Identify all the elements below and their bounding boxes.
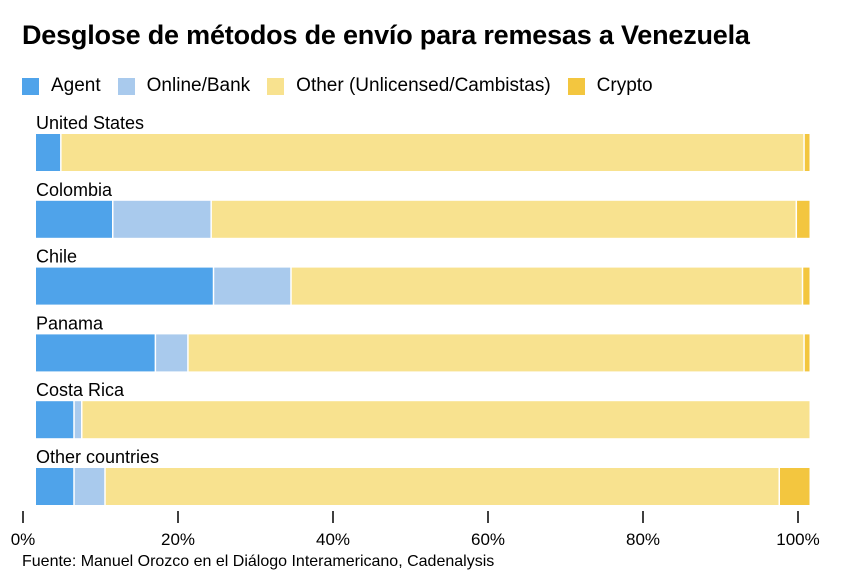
bar-costa-rica-other: [82, 401, 810, 439]
legend-swatch-agent: [22, 77, 39, 95]
x-tick-label-0: 0%: [11, 530, 36, 549]
x-tick-label-60: 60%: [471, 530, 505, 549]
category-label-other-countries: Other countries: [36, 447, 159, 467]
bar-colombia-agent: [36, 200, 112, 238]
category-label-chile: Chile: [36, 247, 77, 267]
legend-item-online-bank: Online/Bank: [117, 75, 251, 97]
bar-united-states-other: [61, 134, 804, 171]
chart-title: Desglose de métodos de envío para remesa…: [22, 20, 750, 50]
legend-swatch-online-bank: [117, 77, 135, 95]
bar-panama-other: [188, 334, 804, 372]
legend: Agent Online/Bank Other (Unlicensed/Camb…: [22, 75, 670, 97]
bar-other-countries-online-bank: [74, 468, 105, 505]
bar-chile-agent: [36, 267, 213, 305]
x-tick-label-80: 80%: [626, 530, 660, 549]
legend-item-other: Other (Unlicensed/Cambistas): [267, 75, 551, 97]
bar-panama-online-bank: [156, 334, 188, 372]
legend-swatch-other: [267, 77, 285, 95]
legend-label-crypto: Crypto: [596, 75, 653, 96]
bar-other-countries-other: [105, 468, 779, 505]
bar-panama-agent: [36, 334, 155, 372]
source-note: Fuente: Manuel Orozco en el Diálogo Inte…: [22, 553, 495, 570]
bar-colombia-other: [211, 200, 796, 238]
x-tick-label-100: 100%: [776, 530, 819, 549]
bar-united-states-crypto: [804, 134, 810, 171]
bar-costa-rica-agent: [36, 401, 74, 439]
bar-chile-online-bank: [214, 267, 291, 305]
legend-label-agent: Agent: [51, 75, 101, 96]
legend-label-other: Other (Unlicensed/Cambistas): [296, 75, 551, 96]
bar-united-states-agent: [36, 134, 61, 171]
bar-panama-crypto: [804, 334, 810, 372]
x-tick-label-20: 20%: [161, 530, 195, 549]
legend-label-online-bank: Online/Bank: [146, 75, 251, 96]
legend-item-agent: Agent: [22, 75, 101, 97]
bar-costa-rica-online-bank: [74, 401, 81, 439]
category-label-united-states: United States: [36, 113, 144, 133]
legend-item-crypto: Crypto: [567, 75, 653, 97]
bar-other-countries-crypto: [780, 468, 810, 505]
x-tick-label-40: 40%: [316, 530, 350, 549]
category-label-panama: Panama: [36, 313, 104, 333]
category-label-colombia: Colombia: [36, 180, 113, 200]
bar-colombia-online-bank: [113, 200, 211, 238]
category-label-costa-rica: Costa Rica: [36, 380, 125, 400]
bar-colombia-crypto: [797, 200, 810, 238]
bar-chile-other: [291, 267, 802, 305]
bar-other-countries-agent: [36, 468, 74, 505]
bar-chile-crypto: [803, 267, 810, 305]
legend-swatch-crypto: [567, 77, 585, 95]
